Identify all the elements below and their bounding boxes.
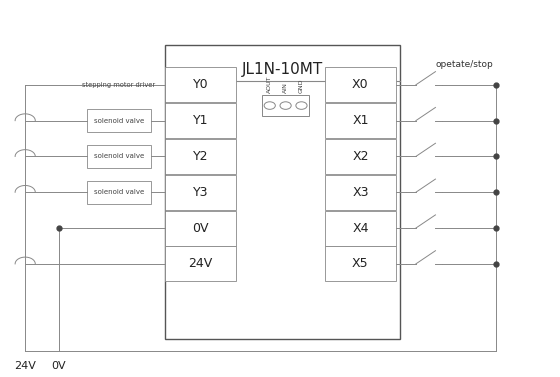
Text: 0V: 0V xyxy=(52,361,66,371)
Bar xyxy=(87,181,151,204)
Bar xyxy=(165,139,236,174)
Bar xyxy=(165,67,236,103)
Text: solenoid valve: solenoid valve xyxy=(94,118,144,124)
Bar xyxy=(165,103,236,138)
Text: 24V: 24V xyxy=(188,257,213,270)
Text: opetate/stop: opetate/stop xyxy=(435,60,493,69)
Bar xyxy=(165,45,400,339)
Circle shape xyxy=(296,102,307,109)
Text: Y3: Y3 xyxy=(193,186,208,199)
Bar xyxy=(262,95,309,116)
Bar xyxy=(165,175,236,210)
Text: solenoid valve: solenoid valve xyxy=(94,153,144,159)
Text: X0: X0 xyxy=(352,78,368,91)
Text: X3: X3 xyxy=(352,186,368,199)
Bar xyxy=(325,103,396,138)
Bar xyxy=(165,247,236,281)
Text: X5: X5 xyxy=(352,257,368,270)
Text: solenoid valve: solenoid valve xyxy=(94,189,144,195)
Text: AOUT: AOUT xyxy=(267,76,272,93)
Text: stepping motor driver: stepping motor driver xyxy=(82,82,156,88)
Text: Y0: Y0 xyxy=(193,78,208,91)
Bar xyxy=(325,210,396,246)
Text: X4: X4 xyxy=(352,222,368,234)
Text: GND: GND xyxy=(299,79,304,93)
Bar xyxy=(325,67,396,103)
Text: 0V: 0V xyxy=(192,222,209,234)
Bar xyxy=(325,139,396,174)
Bar xyxy=(165,210,236,246)
Text: 24V: 24V xyxy=(14,361,36,371)
Circle shape xyxy=(264,102,276,109)
Text: JL1N-10MT: JL1N-10MT xyxy=(242,62,324,77)
Text: X2: X2 xyxy=(352,150,368,163)
Bar xyxy=(325,175,396,210)
Bar xyxy=(325,247,396,281)
Text: Y1: Y1 xyxy=(193,114,208,127)
Bar xyxy=(87,145,151,168)
Text: AIN: AIN xyxy=(283,83,288,93)
Text: magnetic: magnetic xyxy=(200,204,360,233)
Text: Y2: Y2 xyxy=(193,150,208,163)
Text: X1: X1 xyxy=(352,114,368,127)
Bar xyxy=(87,109,151,132)
Circle shape xyxy=(280,102,291,109)
